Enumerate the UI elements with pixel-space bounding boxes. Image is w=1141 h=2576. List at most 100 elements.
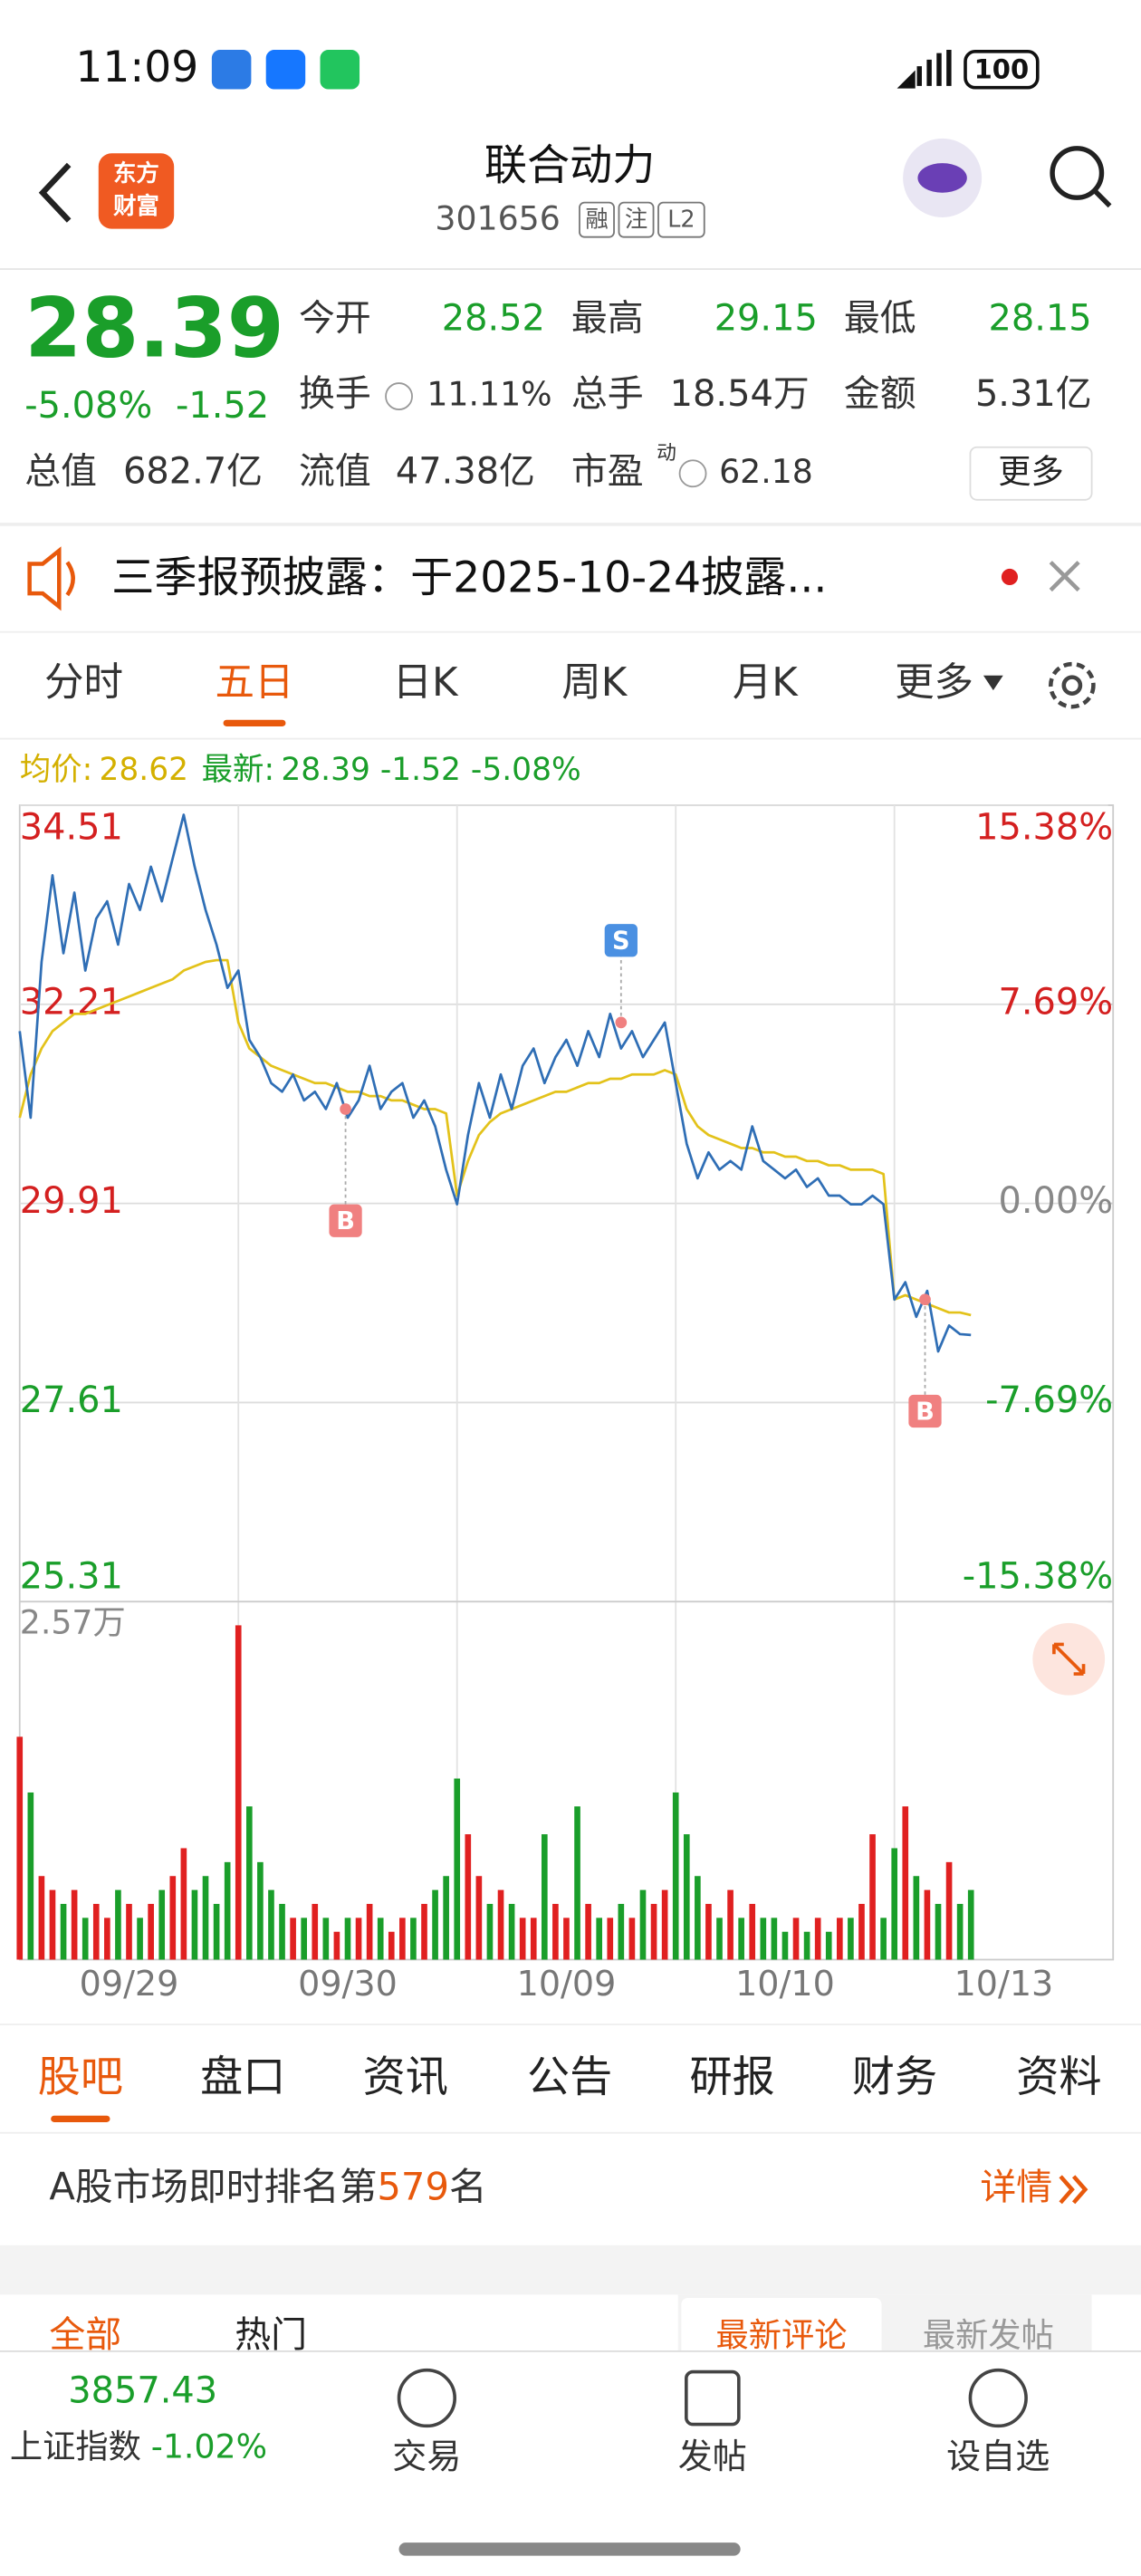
stock-name: 联合动力	[484, 141, 656, 191]
more-label: 更多	[998, 452, 1064, 491]
field-label: 流值	[299, 450, 371, 492]
section-tab-active[interactable]: 股吧	[38, 2052, 123, 2102]
volume-bar	[224, 1861, 231, 1960]
volume-bar	[312, 1903, 319, 1960]
index-name[interactable]: 上证指数	[10, 2427, 141, 2466]
volume-bar	[945, 1861, 953, 1960]
search-button[interactable]	[1050, 146, 1105, 200]
app-icon	[265, 50, 306, 90]
info-icon[interactable]	[385, 382, 413, 410]
sort-option[interactable]: 最新发帖	[923, 2315, 1054, 2354]
field-value: 682.7亿	[123, 450, 263, 492]
volume-bar	[497, 1889, 504, 1960]
tag-box	[579, 201, 615, 238]
volume-bar	[727, 1889, 734, 1960]
section-tab[interactable]: 公告	[527, 2052, 612, 2102]
chart-tab[interactable]: 分时	[44, 660, 123, 706]
volume-tick-label: 2.57万	[20, 1603, 126, 1642]
x-tick-label: 10/13	[954, 1964, 1054, 2004]
volume-bar	[848, 1918, 854, 1960]
volume-bar	[574, 1806, 580, 1960]
section-tab[interactable]: 资料	[1016, 2052, 1101, 2102]
volume-bar	[71, 1889, 78, 1960]
volume-bar	[705, 1903, 712, 1960]
close-button[interactable]	[1049, 561, 1080, 592]
field-value: 47.38亿	[396, 450, 535, 492]
volume-bar	[695, 1876, 701, 1960]
volume-bar	[454, 1778, 461, 1960]
field-value: 28.52	[442, 298, 545, 340]
field-label: 市盈	[571, 450, 644, 492]
dropdown-arrow	[983, 675, 1003, 691]
chart-tab[interactable]: 周K	[561, 660, 628, 706]
y2-tick-label: 0.00%	[998, 1180, 1113, 1222]
chart-tab-active[interactable]: 五日	[216, 660, 294, 706]
info-icon[interactable]	[678, 459, 707, 488]
volume-bar	[279, 1903, 285, 1960]
volume-bar	[552, 1903, 559, 1960]
field-label: 金额	[844, 373, 916, 415]
volume-bar	[967, 1889, 974, 1960]
volume-bar	[683, 1834, 690, 1960]
chart-tab[interactable]: 月K	[733, 660, 799, 706]
home-indicator	[398, 2542, 741, 2556]
volume-bar	[618, 1903, 625, 1960]
volume-bar	[781, 1931, 789, 1960]
volume-bar	[27, 1792, 34, 1960]
series-line	[18, 813, 972, 1353]
volume-bar	[421, 1903, 427, 1960]
watch-icon	[968, 2368, 1028, 2428]
volume-bar	[661, 1889, 668, 1960]
field-value: 29.15	[714, 298, 818, 340]
volume-bar	[902, 1806, 909, 1960]
detail-link[interactable]: 详情	[980, 2167, 1052, 2208]
logo-text: 东方	[113, 159, 159, 187]
action-label[interactable]: 交易	[392, 2437, 461, 2476]
rank-suffix: 名	[449, 2164, 487, 2208]
rank-prefix: A股市场即时排名第	[49, 2164, 377, 2208]
annotation-label: B	[916, 1398, 935, 1426]
footer-bar	[0, 2350, 1141, 2576]
volume-bar	[301, 1918, 308, 1960]
volume-bar	[410, 1918, 417, 1960]
volume-bar	[158, 1889, 166, 1960]
index-change[interactable]: -1.02%	[151, 2427, 267, 2466]
logo[interactable]	[98, 153, 175, 229]
section-tab[interactable]: 研报	[689, 2052, 774, 2102]
section-tab[interactable]: 资讯	[363, 2052, 448, 2102]
change-pct: -5.08%	[24, 385, 152, 427]
back-button[interactable]	[38, 162, 72, 223]
action-label[interactable]: 设自选	[946, 2437, 1050, 2476]
chart-tab[interactable]: 更多	[895, 660, 973, 706]
volume-bar	[344, 1918, 351, 1960]
sub-tab[interactable]: 热门	[235, 2314, 307, 2356]
avatar-face	[917, 163, 967, 193]
section-tab[interactable]: 盘口	[200, 2052, 285, 2102]
volume-bar	[803, 1931, 810, 1960]
field-label: 总手	[571, 373, 644, 415]
divider	[0, 2350, 1141, 2352]
y-tick-label: 27.61	[20, 1379, 123, 1421]
volume-bar	[650, 1903, 657, 1960]
field-value: 62.18	[719, 452, 813, 491]
field-label: 总值	[24, 450, 97, 492]
x-tick-label: 10/09	[517, 1964, 617, 2004]
sub-tab-active[interactable]: 全部	[49, 2314, 121, 2356]
annotation-badge	[329, 1204, 362, 1237]
series-line	[18, 958, 972, 1317]
volume-bar	[366, 1903, 373, 1960]
index-value[interactable]: 3857.43	[68, 2370, 217, 2412]
volume-bar	[935, 1903, 942, 1960]
notice-text[interactable]: 三季报预披露：于2025-10-24披露...	[111, 553, 827, 603]
status-time: 11:09	[75, 43, 198, 92]
chart-tab[interactable]: 日K	[393, 660, 459, 706]
action-label[interactable]: 发帖	[678, 2437, 747, 2476]
notice-dot	[1001, 568, 1019, 586]
sort-option-active[interactable]: 最新评论	[715, 2315, 847, 2354]
volume-bar	[148, 1903, 154, 1960]
tag-box	[618, 201, 655, 238]
more-button[interactable]	[969, 446, 1093, 501]
section-tab[interactable]: 财务	[852, 2052, 937, 2102]
settings-button[interactable]	[1049, 661, 1096, 709]
volume-bar	[180, 1848, 187, 1960]
